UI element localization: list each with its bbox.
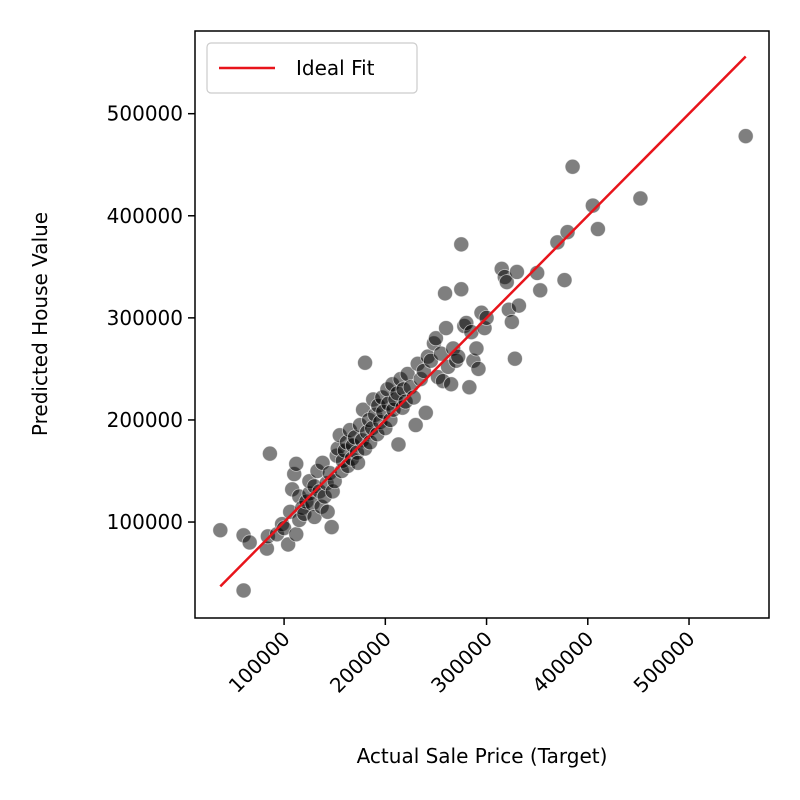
data-point-130 bbox=[632, 190, 649, 207]
data-point-32 bbox=[319, 503, 336, 520]
data-point-103 bbox=[453, 281, 470, 298]
data-point-87 bbox=[417, 404, 434, 421]
data-point-54 bbox=[357, 354, 373, 371]
data-point-127 bbox=[564, 158, 581, 175]
data-point-98 bbox=[443, 376, 460, 393]
data-point-1 bbox=[235, 582, 252, 599]
y-axis: 100000 200000 300000 400000 500000 bbox=[107, 102, 195, 534]
y-tick-label: 200000 bbox=[107, 408, 183, 432]
legend: Ideal Fit bbox=[206, 42, 418, 94]
data-points bbox=[212, 128, 754, 599]
x-tick-label: 400000 bbox=[527, 627, 598, 698]
x-tick-label: 500000 bbox=[629, 627, 700, 698]
x-tick-label: 200000 bbox=[325, 627, 396, 698]
data-point-34 bbox=[323, 519, 340, 536]
data-point-128 bbox=[584, 197, 601, 214]
y-tick-label: 500000 bbox=[107, 102, 183, 126]
data-point-50 bbox=[350, 454, 366, 471]
y-tick-label: 300000 bbox=[107, 306, 183, 330]
legend-box bbox=[206, 42, 418, 94]
data-point-15 bbox=[288, 526, 305, 543]
x-tick-label: 300000 bbox=[426, 627, 497, 698]
data-point-0 bbox=[212, 522, 229, 539]
data-point-102 bbox=[453, 236, 470, 253]
data-point-101 bbox=[450, 348, 467, 365]
data-point-109 bbox=[468, 340, 485, 357]
x-tick-label: 100000 bbox=[224, 627, 295, 698]
data-point-6 bbox=[262, 445, 278, 462]
data-point-3 bbox=[241, 534, 258, 551]
x-axis-label: Actual Sale Price (Target) bbox=[357, 744, 608, 768]
data-point-91 bbox=[428, 330, 444, 347]
data-point-131 bbox=[737, 128, 754, 145]
data-point-129 bbox=[590, 221, 606, 237]
data-point-126 bbox=[559, 224, 576, 241]
data-point-83 bbox=[407, 417, 424, 433]
data-point-120 bbox=[509, 264, 525, 280]
y-tick-label: 100000 bbox=[107, 510, 183, 534]
data-point-121 bbox=[511, 297, 527, 314]
data-point-14 bbox=[288, 455, 305, 472]
data-point-119 bbox=[507, 350, 523, 367]
data-point-123 bbox=[532, 282, 549, 299]
data-point-125 bbox=[556, 272, 573, 288]
plot-frame bbox=[194, 30, 770, 619]
x-axis: 100000 200000 300000 400000 500000 bbox=[224, 618, 700, 698]
y-tick-label: 400000 bbox=[107, 204, 183, 228]
data-point-118 bbox=[503, 314, 520, 330]
data-point-75 bbox=[390, 436, 407, 453]
data-point-96 bbox=[438, 320, 454, 336]
legend-ideal-fit-label: Ideal Fit bbox=[296, 56, 375, 80]
data-point-95 bbox=[437, 285, 453, 302]
data-point-110 bbox=[470, 361, 487, 377]
data-point-116 bbox=[498, 274, 515, 291]
data-point-124 bbox=[549, 234, 566, 251]
data-point-106 bbox=[461, 379, 478, 396]
y-axis-label: Predicted House Value bbox=[28, 212, 52, 436]
ideal-fit-layer bbox=[219, 55, 747, 588]
ideal-fit-line bbox=[219, 55, 747, 588]
